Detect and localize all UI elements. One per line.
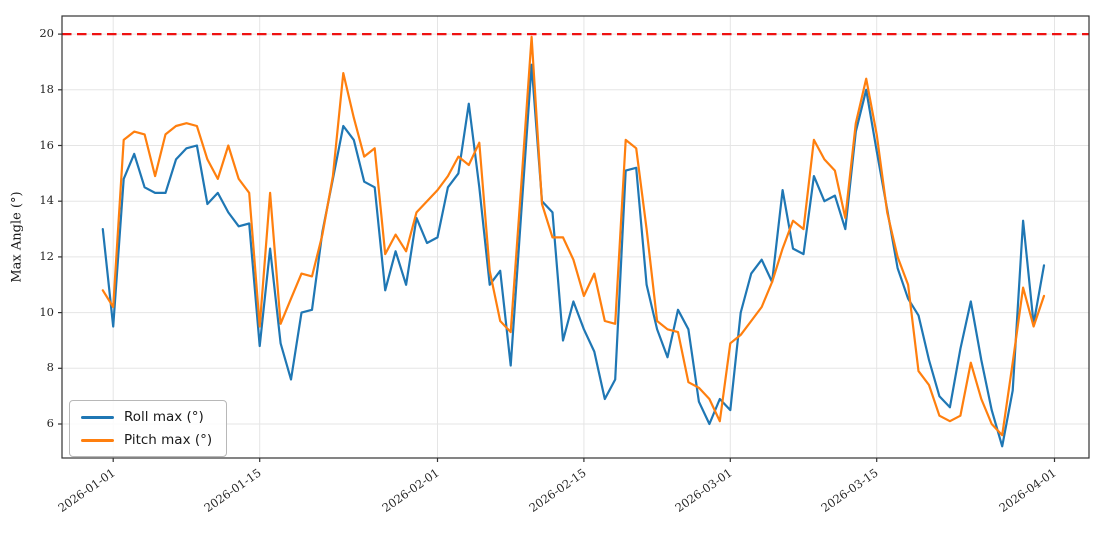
pitch-series-line (101, 35, 1046, 437)
roll-series-line (101, 63, 1046, 448)
legend-item-roll: Roll max (°) (81, 409, 212, 425)
pitch-series-swatch (81, 438, 114, 442)
plot-border (61, 15, 1090, 459)
y-tick-label: 6 (46, 416, 54, 431)
legend-label-roll: Roll max (°) (124, 409, 204, 425)
y-tick-label: 14 (39, 193, 54, 208)
y-tick-label: 10 (39, 304, 54, 319)
legend-label-pitch: Pitch max (°) (124, 432, 213, 448)
roll-series-swatch (81, 415, 114, 419)
y-tick-label: 20 (39, 26, 54, 41)
y-tick-label: 12 (39, 248, 54, 263)
legend: Roll max (°) Pitch max (°) (69, 400, 228, 457)
y-tick-label: 8 (46, 360, 54, 375)
y-tick-label: 16 (39, 137, 54, 152)
legend-item-pitch: Pitch max (°) (81, 432, 212, 448)
y-tick-label: 18 (39, 81, 54, 96)
